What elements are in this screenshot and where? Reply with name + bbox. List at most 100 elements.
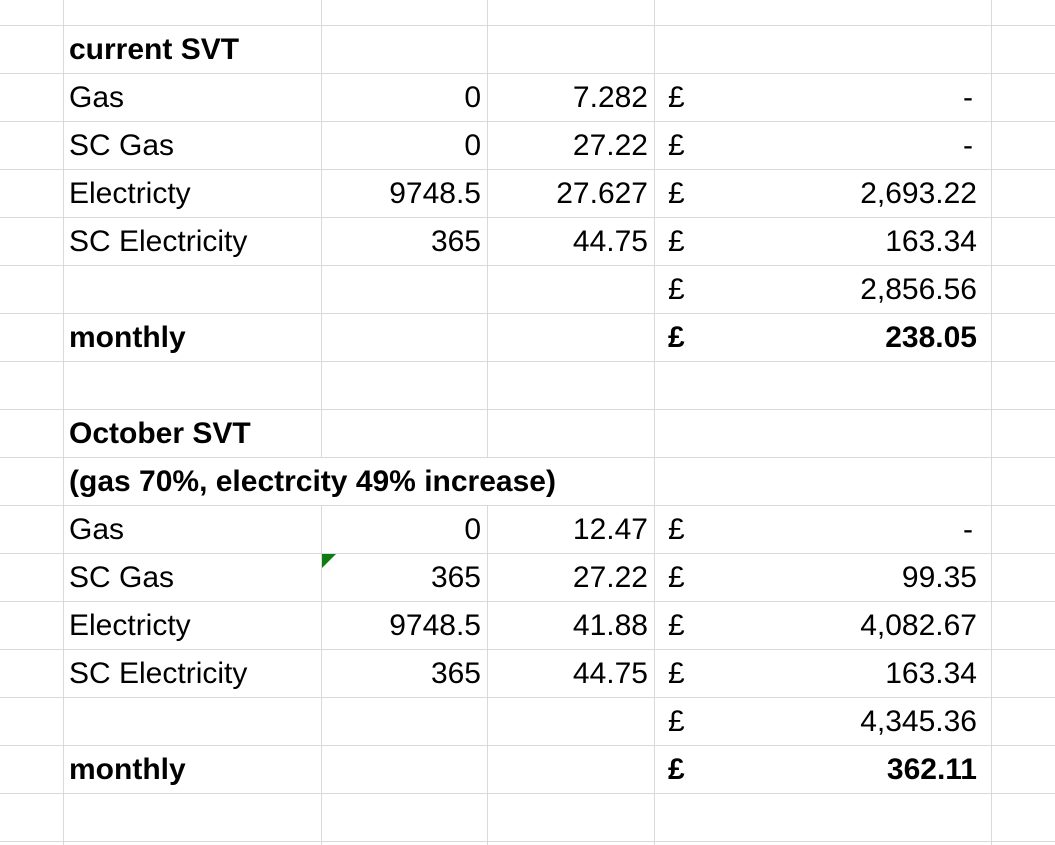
monthly-amount-cell[interactable]: £238.05 bbox=[655, 314, 992, 362]
cell[interactable] bbox=[0, 74, 64, 122]
label-cell[interactable]: Electricty bbox=[64, 170, 322, 218]
label-cell[interactable]: SC Electricity bbox=[64, 218, 322, 266]
cell[interactable] bbox=[322, 746, 488, 794]
label-cell[interactable]: Gas bbox=[64, 506, 322, 554]
cell[interactable] bbox=[992, 26, 1055, 74]
cell[interactable] bbox=[0, 698, 64, 746]
amount-cell[interactable]: £163.34 bbox=[655, 218, 992, 266]
cell[interactable] bbox=[0, 554, 64, 602]
cell[interactable] bbox=[488, 266, 655, 314]
cell[interactable] bbox=[992, 0, 1055, 26]
qty-cell[interactable]: 0 bbox=[322, 122, 488, 170]
label-cell[interactable]: SC Gas bbox=[64, 554, 322, 602]
cell[interactable] bbox=[64, 794, 322, 842]
cell[interactable] bbox=[488, 698, 655, 746]
cell[interactable] bbox=[992, 170, 1055, 218]
cell[interactable] bbox=[322, 410, 488, 458]
cell[interactable] bbox=[322, 698, 488, 746]
rate-cell[interactable]: 12.47 bbox=[488, 506, 655, 554]
amount-cell[interactable]: £4,082.67 bbox=[655, 602, 992, 650]
qty-cell[interactable]: 365 bbox=[322, 218, 488, 266]
cell[interactable] bbox=[992, 458, 1055, 506]
label-cell[interactable]: Electricty bbox=[64, 602, 322, 650]
section2-subtitle-cell[interactable]: (gas 70%, electrcity 49% increase) bbox=[64, 458, 655, 506]
cell[interactable] bbox=[0, 602, 64, 650]
cell[interactable] bbox=[992, 122, 1055, 170]
cell[interactable] bbox=[0, 26, 64, 74]
cell[interactable] bbox=[0, 170, 64, 218]
total-cell[interactable]: £2,856.56 bbox=[655, 266, 992, 314]
cell[interactable] bbox=[322, 266, 488, 314]
rate-cell[interactable]: 44.75 bbox=[488, 650, 655, 698]
cell[interactable] bbox=[655, 362, 992, 410]
cell[interactable] bbox=[488, 362, 655, 410]
amount-cell[interactable]: £99.35 bbox=[655, 554, 992, 602]
label-cell[interactable]: SC Electricity bbox=[64, 650, 322, 698]
cell[interactable] bbox=[488, 842, 655, 845]
cell[interactable] bbox=[992, 602, 1055, 650]
cell[interactable] bbox=[992, 410, 1055, 458]
cell[interactable] bbox=[0, 794, 64, 842]
cell[interactable] bbox=[64, 266, 322, 314]
cell[interactable] bbox=[655, 842, 992, 845]
qty-cell[interactable]: 9748.5 bbox=[322, 170, 488, 218]
cell[interactable] bbox=[992, 698, 1055, 746]
cell[interactable] bbox=[322, 842, 488, 845]
qty-cell[interactable]: 0 bbox=[322, 506, 488, 554]
amount-cell[interactable]: £163.34 bbox=[655, 650, 992, 698]
total-cell[interactable]: £4,345.36 bbox=[655, 698, 992, 746]
cell[interactable] bbox=[0, 746, 64, 794]
cell[interactable] bbox=[322, 794, 488, 842]
cell[interactable] bbox=[655, 26, 992, 74]
amount-cell[interactable]: £ - bbox=[655, 122, 992, 170]
cell[interactable] bbox=[64, 698, 322, 746]
amount-cell[interactable]: £ - bbox=[655, 74, 992, 122]
cell[interactable] bbox=[322, 362, 488, 410]
rate-cell[interactable]: 27.22 bbox=[488, 554, 655, 602]
label-cell[interactable]: SC Gas bbox=[64, 122, 322, 170]
cell[interactable] bbox=[992, 650, 1055, 698]
cell[interactable] bbox=[0, 218, 64, 266]
cell[interactable] bbox=[64, 0, 322, 26]
cell[interactable] bbox=[655, 410, 992, 458]
section2-title-cell[interactable]: October SVT bbox=[64, 410, 322, 458]
qty-cell[interactable]: 365 bbox=[322, 554, 488, 602]
qty-cell[interactable]: 0 bbox=[322, 74, 488, 122]
cell[interactable] bbox=[992, 506, 1055, 554]
rate-cell[interactable]: 41.88 bbox=[488, 602, 655, 650]
cell[interactable] bbox=[992, 218, 1055, 266]
rate-cell[interactable]: 7.282 bbox=[488, 74, 655, 122]
cell[interactable] bbox=[488, 314, 655, 362]
monthly-label-cell[interactable]: monthly bbox=[64, 314, 322, 362]
section1-title-cell[interactable]: current SVT bbox=[64, 26, 322, 74]
cell[interactable] bbox=[64, 842, 322, 845]
cell[interactable] bbox=[0, 506, 64, 554]
cell[interactable] bbox=[992, 314, 1055, 362]
cell[interactable] bbox=[0, 314, 64, 362]
cell[interactable] bbox=[992, 794, 1055, 842]
cell[interactable] bbox=[992, 554, 1055, 602]
cell[interactable] bbox=[64, 362, 322, 410]
cell[interactable] bbox=[0, 266, 64, 314]
cell[interactable] bbox=[488, 26, 655, 74]
cell[interactable] bbox=[0, 122, 64, 170]
cell[interactable] bbox=[488, 0, 655, 26]
label-cell[interactable]: Gas bbox=[64, 74, 322, 122]
amount-cell[interactable]: £ - bbox=[655, 506, 992, 554]
cell[interactable] bbox=[322, 0, 488, 26]
cell[interactable] bbox=[322, 26, 488, 74]
cell[interactable] bbox=[0, 0, 64, 26]
cell[interactable] bbox=[992, 746, 1055, 794]
cell[interactable] bbox=[488, 794, 655, 842]
cell[interactable] bbox=[992, 74, 1055, 122]
rate-cell[interactable]: 27.22 bbox=[488, 122, 655, 170]
cell[interactable] bbox=[655, 0, 992, 26]
cell[interactable] bbox=[0, 410, 64, 458]
rate-cell[interactable]: 27.627 bbox=[488, 170, 655, 218]
cell[interactable] bbox=[488, 410, 655, 458]
cell[interactable] bbox=[322, 314, 488, 362]
cell[interactable] bbox=[992, 362, 1055, 410]
monthly-label-cell[interactable]: monthly bbox=[64, 746, 322, 794]
qty-cell[interactable]: 9748.5 bbox=[322, 602, 488, 650]
cell[interactable] bbox=[0, 842, 64, 845]
